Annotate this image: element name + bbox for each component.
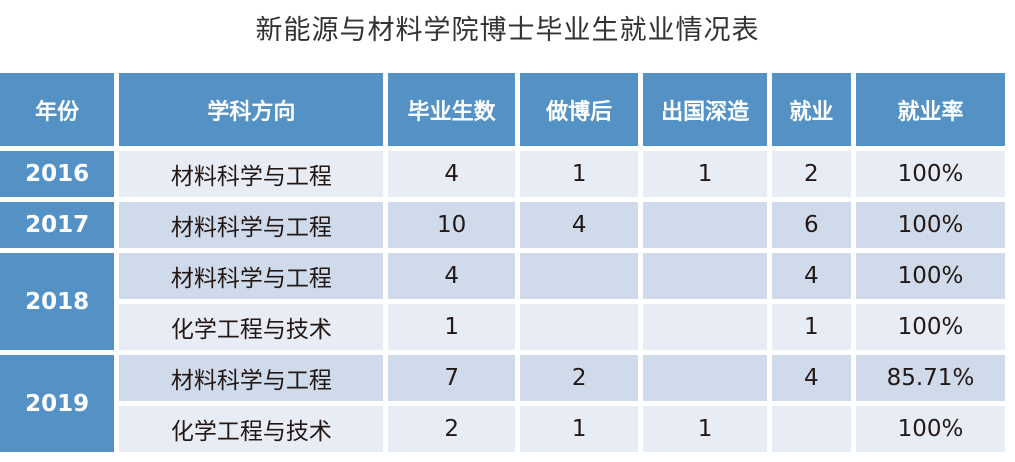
table-row: 化学工程与技术 2 1 1 100%: [0, 406, 1005, 452]
table-cell: 7: [388, 355, 515, 401]
column-header: 毕业生数: [388, 73, 515, 146]
table-cell: 100%: [855, 304, 1005, 350]
table-row: 2017 材料科学与工程 10 4 6 100%: [0, 202, 1005, 248]
table-cell: 10: [388, 202, 515, 248]
table-cell: 6: [771, 202, 851, 248]
table-cell: 1: [771, 304, 851, 350]
table-cell: 化学工程与技术: [119, 304, 384, 350]
table-row: 2019 材料科学与工程 7 2 4 85.71%: [0, 355, 1005, 452]
table-cell: 4: [771, 253, 851, 299]
table-cell: 4: [388, 151, 515, 197]
year-cell: 2017: [0, 202, 115, 248]
column-header: 做博后: [519, 73, 639, 146]
table-cell: 1: [388, 304, 515, 350]
table-cell: 材料科学与工程: [119, 355, 384, 401]
table-cell: 2: [519, 355, 639, 401]
table-cell: 100%: [855, 253, 1005, 299]
table-cell: 2: [388, 406, 515, 452]
year-cell: 2016: [0, 151, 115, 197]
table-cell: [771, 406, 851, 452]
table-title: 新能源与材料学院博士毕业生就业情况表: [255, 15, 760, 46]
employment-table: 年份 学科方向 毕业生数 做博后 出国深造 就业 就业率 2016 材料科学与工程 4 1 1 2 10…: [0, 68, 1010, 457]
table-cell: 4: [771, 355, 851, 401]
table-cell: 1: [643, 406, 767, 452]
table-cell: 100%: [855, 406, 1005, 452]
table-cell: 100%: [855, 151, 1005, 197]
table-cell: 材料科学与工程: [119, 151, 384, 197]
table-row: 2018 材料科学与工程 4 4 100%: [0, 253, 1005, 350]
table-cell: [519, 253, 639, 299]
table-cell: 85.71%: [855, 355, 1005, 401]
table-cell: 化学工程与技术: [119, 406, 384, 452]
table-cell: [643, 304, 767, 350]
table-cell: 1: [519, 151, 639, 197]
year-cell: 2019: [0, 355, 115, 452]
table-cell: 1: [643, 151, 767, 197]
table-cell: [643, 202, 767, 248]
column-header: 出国深造: [643, 73, 767, 146]
table-cell: 2: [771, 151, 851, 197]
table-cell: [519, 304, 639, 350]
column-header: 年份: [0, 73, 115, 146]
table-cell: 4: [388, 253, 515, 299]
table-row: 2016 材料科学与工程 4 1 1 2 100%: [0, 151, 1005, 197]
column-header: 就业率: [855, 73, 1005, 146]
header-row: 年份 学科方向 毕业生数 做博后 出国深造 就业 就业率: [0, 73, 1005, 146]
year-cell: 2018: [0, 253, 115, 350]
table-cell: 1: [519, 406, 639, 452]
table-cell: 4: [519, 202, 639, 248]
column-header: 就业: [771, 73, 851, 146]
column-header: 学科方向: [119, 73, 384, 146]
table-row: 化学工程与技术 1 1 100%: [0, 304, 1005, 350]
table-cell: [643, 355, 767, 401]
table-cell: [643, 253, 767, 299]
table-cell: 材料科学与工程: [119, 202, 384, 248]
table-cell: 材料科学与工程: [119, 253, 384, 299]
table-cell: 100%: [855, 202, 1005, 248]
